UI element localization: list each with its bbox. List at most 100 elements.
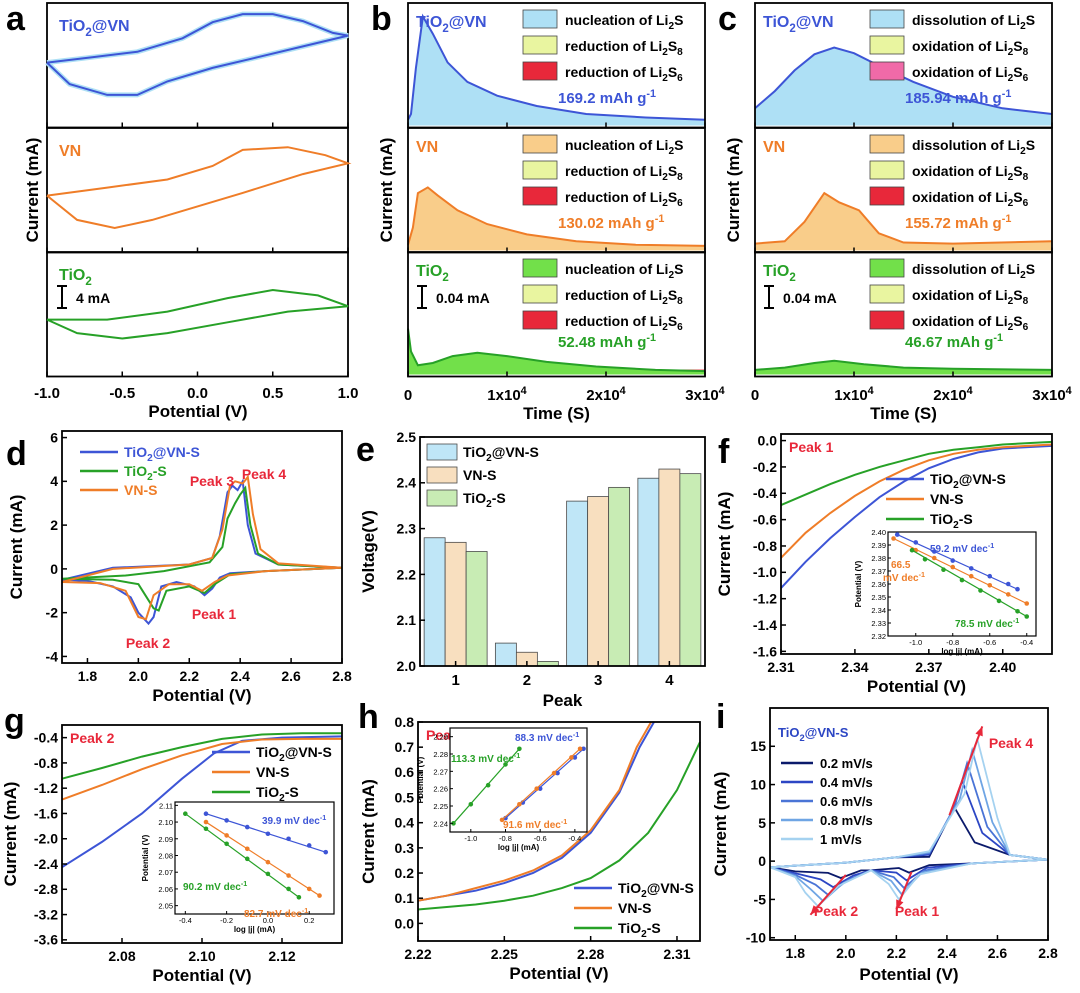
text-span: 78.5 mV dec — [955, 619, 1013, 630]
text-span: S — [1013, 313, 1022, 329]
y-tick-label: -0.2 — [753, 459, 777, 475]
inset-y-tick-label: 2.37 — [871, 567, 886, 576]
superscript: -1 — [646, 332, 656, 344]
superscript: -1 — [302, 906, 308, 915]
subscript: 6 — [1023, 198, 1029, 209]
legend-swatch — [869, 284, 905, 304]
cv-curve — [46, 146, 352, 230]
plot-frame — [61, 430, 343, 664]
subscript: 2 — [442, 23, 448, 35]
inset-y-tick-label: 2.05 — [158, 902, 173, 911]
panel-e: e 1 2 3 4 2.0 2.1 2.2 2.3 2.4 2.5 Peak Voltage(V) TiO… — [356, 429, 706, 710]
inset-point — [451, 821, 456, 826]
text-span: reduction of Li — [565, 189, 662, 205]
inset-point — [265, 871, 271, 877]
text-span: VN — [763, 139, 785, 156]
inset-point — [1024, 614, 1030, 619]
y-tick-label: 0.0 — [395, 915, 415, 931]
inset-point — [517, 746, 522, 752]
y-axis-label: Current (mA) — [715, 492, 734, 597]
y-tick-label: -3.2 — [34, 906, 58, 922]
legend-swatch — [869, 61, 905, 81]
text-span: TiO — [124, 463, 147, 479]
current-curve — [407, 13, 706, 121]
inset-point — [572, 755, 578, 760]
capacity-label: 130.02 mAh g-1 — [558, 213, 664, 232]
subscript: 2 — [668, 270, 674, 281]
bar — [465, 551, 488, 667]
text-span: reduction of Li — [565, 38, 662, 54]
text-span: -S — [959, 511, 973, 527]
current-curve — [407, 186, 706, 247]
y-tick-label: -10 — [746, 930, 766, 946]
inset-point — [931, 555, 937, 561]
x-tick-label: 2.2 — [887, 945, 907, 961]
inset-y-tick-label: 2.27 — [433, 767, 448, 776]
peak-annotation: Peak 4 — [242, 466, 287, 482]
x-tick-label: 2.28 — [577, 946, 604, 962]
series-line — [61, 737, 342, 801]
y-tick-label: 15 — [750, 738, 766, 754]
inset-point — [569, 755, 574, 760]
y-tick-label: 0.1 — [395, 890, 415, 906]
x-tick-label: 2.31 — [767, 659, 794, 675]
text-span: -S — [647, 920, 661, 936]
inset-point — [323, 849, 329, 855]
text-span: @VN — [796, 14, 834, 31]
bar — [637, 477, 660, 667]
current-curve — [407, 328, 706, 373]
inset-point — [1005, 592, 1011, 597]
subscript: 2 — [662, 73, 668, 84]
series-label: TiO2 — [416, 263, 449, 284]
inset-x-tick-label: -0.6 — [983, 638, 996, 647]
series-line — [417, 721, 652, 902]
text-span: S — [674, 12, 683, 28]
inset-fit-line — [911, 549, 1028, 618]
inset-y-tick-label: 2.07 — [158, 868, 173, 877]
peak-annotation: Peak 2 — [126, 635, 171, 651]
series-label: TiO2 — [763, 263, 796, 284]
x-tick-label: 1.8 — [786, 945, 806, 961]
superscript: -1 — [993, 332, 1003, 344]
y-tick-label: -2 — [46, 605, 59, 621]
text-span: reduction of Li — [565, 163, 662, 179]
text-span: @VN-S — [805, 725, 849, 740]
subscript: 8 — [1023, 47, 1029, 58]
series-label: VN — [416, 139, 438, 156]
text-span: @VN-S — [285, 744, 332, 760]
text-span: @VN — [92, 18, 130, 35]
inset-point — [894, 532, 900, 537]
plot-frame — [769, 707, 1049, 941]
text-span: S — [1013, 189, 1022, 205]
x-tick-label: 2.08 — [108, 948, 135, 964]
subscript: 2 — [662, 296, 668, 307]
subscript: 2 — [662, 322, 668, 333]
subscript: 2 — [641, 929, 647, 940]
inset-point — [950, 564, 956, 570]
subscript: 2 — [668, 146, 674, 157]
y-tick-label: 6 — [50, 429, 58, 445]
legend-label: oxidation of Li2S6 — [912, 313, 1029, 333]
panel-h: h 2.22 2.25 2.28 2.31 0.0 0.1 0.2 0.3 0.4 0.5 0.6 0.… — [358, 698, 701, 983]
subscript: 2 — [486, 453, 492, 464]
y-tick-label: 2.4 — [397, 475, 417, 491]
inset-fit-line — [505, 748, 584, 819]
text-span: S — [674, 137, 683, 153]
text-span: S — [1026, 261, 1035, 277]
inset-x-tick-label: -0.4 — [1020, 638, 1033, 647]
inset-annotation: 90.2 mV dec-1 — [183, 879, 247, 893]
series-line — [61, 485, 343, 612]
y-tick-label: -1.0 — [753, 564, 777, 580]
legend-label: VN-S — [618, 900, 651, 916]
subscript: 2 — [85, 27, 91, 39]
bar — [679, 473, 702, 667]
legend-swatch — [869, 160, 905, 180]
legend-label: TiO2-S — [256, 784, 299, 804]
capacity-label: 52.48 mAh g-1 — [558, 332, 656, 351]
subscript: 2 — [662, 198, 668, 209]
text-span: S — [1013, 38, 1022, 54]
text-span: TiO — [618, 920, 641, 936]
text-span: 2x10 — [586, 387, 619, 404]
x-tick-label: 2.40 — [989, 659, 1016, 675]
legend-label: TiO2-S — [124, 463, 167, 483]
